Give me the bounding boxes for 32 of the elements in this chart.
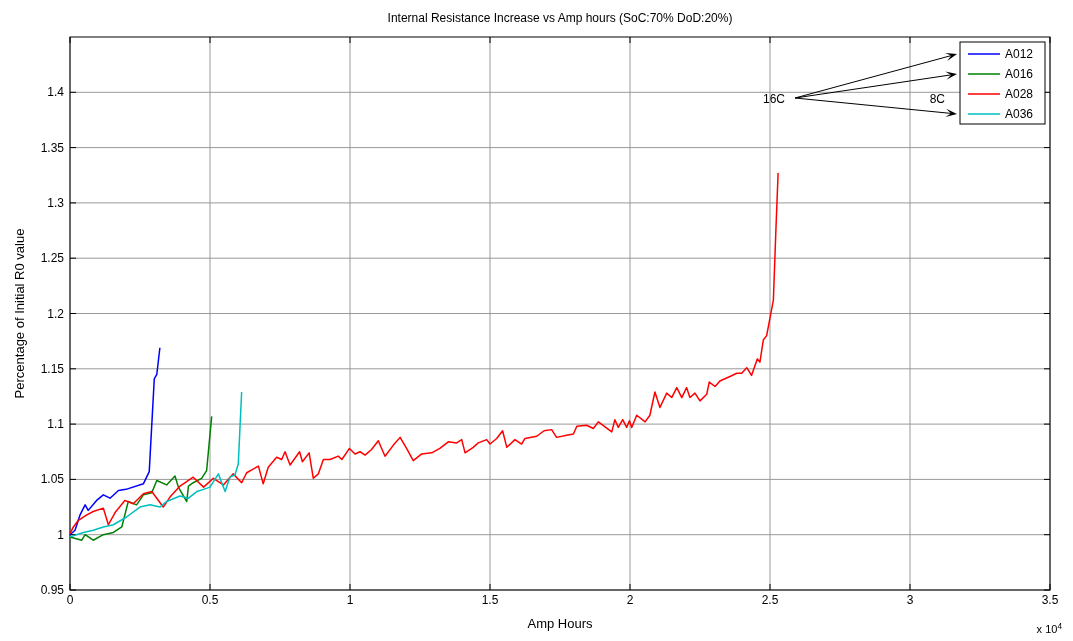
x-tick-label: 0 bbox=[66, 593, 74, 607]
x-tick-label: 3.5 bbox=[1041, 593, 1059, 607]
x-tick-label: 2 bbox=[626, 593, 634, 607]
annotation: 8C bbox=[929, 92, 946, 106]
x-axis-title: Amp Hours bbox=[527, 616, 593, 631]
y-tick-label: 0.95 bbox=[40, 583, 65, 597]
y-axis-title: Percentage of Initial R0 value bbox=[12, 228, 27, 399]
y-tick-label: 1.35 bbox=[40, 140, 65, 155]
x-tick-label: 1 bbox=[346, 593, 354, 607]
annotation: 16C bbox=[762, 92, 786, 106]
y-tick-label: 1.3 bbox=[47, 195, 65, 210]
x-tick-label: 0.5 bbox=[201, 593, 219, 607]
chart-title: Internal Resistance Increase vs Amp hours (SoC:70% DoD:20%) bbox=[387, 11, 733, 25]
legend-label: A016 bbox=[1005, 67, 1034, 81]
line-series bbox=[69, 347, 161, 536]
x-tick-label: 1.5 bbox=[481, 593, 499, 607]
y-tick-label: 1.2 bbox=[47, 306, 65, 321]
legend-label: A012 bbox=[1005, 47, 1034, 61]
x-tick-label: 3 bbox=[906, 593, 914, 607]
line-series bbox=[69, 391, 243, 538]
y-tick-label: 1.4 bbox=[47, 85, 65, 100]
text: x 10$^{4}$ bbox=[1036, 621, 1063, 635]
line-series bbox=[69, 172, 779, 535]
y-tick-label: 1.15 bbox=[40, 361, 65, 376]
y-tick-label: 1.05 bbox=[40, 472, 65, 487]
y-tick-label: 1 bbox=[57, 527, 65, 542]
legend-label: A036 bbox=[1005, 107, 1034, 121]
legend-label: A028 bbox=[1005, 87, 1034, 101]
y-tick-label: 1.1 bbox=[47, 417, 65, 432]
line-series bbox=[69, 415, 213, 541]
y-tick-label: 1.25 bbox=[40, 251, 65, 266]
x-tick-label: 2.5 bbox=[761, 593, 779, 607]
